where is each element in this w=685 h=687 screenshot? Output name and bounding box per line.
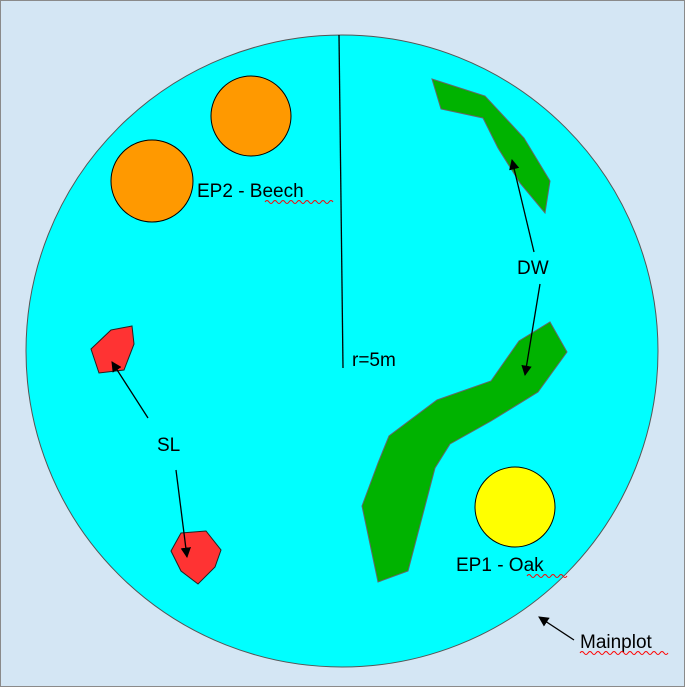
beech-tree-marker (210, 75, 292, 157)
dw-arrow-lower (521, 283, 541, 377)
oak-label: EP1 - Oak (456, 555, 544, 576)
oak-tree-marker (474, 466, 556, 548)
deadwood-label: DW (517, 258, 549, 279)
mainplot-arrow (538, 616, 575, 641)
deadwood-piece (431, 78, 551, 215)
radius-label: r=5m (352, 350, 396, 371)
sapling-label: SL (157, 435, 180, 456)
oak-spellcheck-underline (526, 574, 568, 578)
mainplot-label: Mainplot (580, 632, 653, 653)
beech-tree-marker (110, 139, 194, 223)
sapling-marker (90, 325, 135, 374)
beech-spellcheck-underline (264, 200, 334, 204)
mainplot-spellcheck-underline (579, 651, 669, 655)
sl-arrow-upper (111, 361, 149, 419)
deadwood-piece (361, 321, 568, 583)
dw-arrow-upper (509, 158, 535, 253)
radius-line (338, 34, 344, 369)
beech-label: EP2 - Beech (197, 181, 304, 202)
sapling-marker (170, 530, 222, 585)
sl-arrow-lower (175, 469, 191, 559)
